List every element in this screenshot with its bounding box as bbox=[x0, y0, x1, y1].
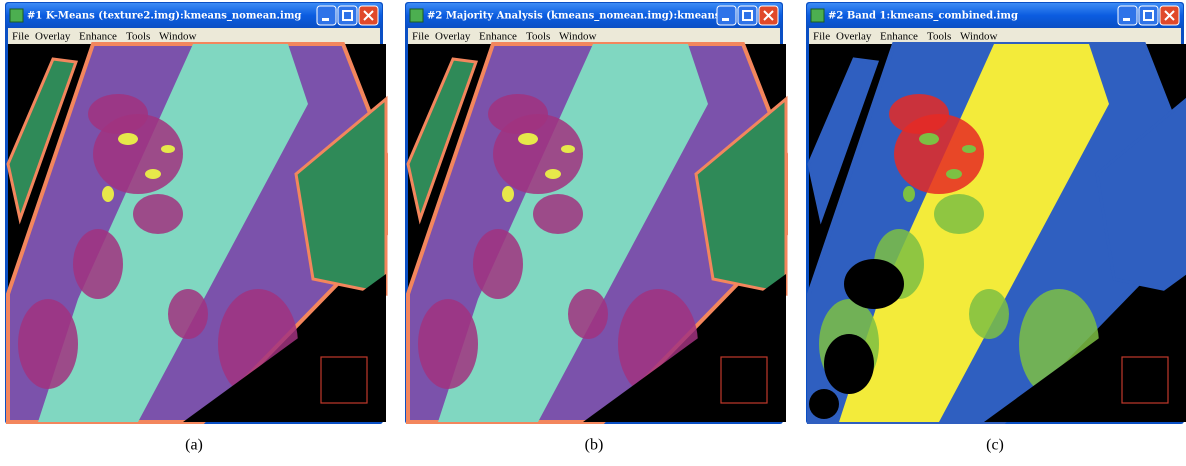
menu-item[interactable]: Enhance bbox=[479, 31, 517, 43]
window-title: #2 Majority Analysis (kmeans_nomean.img)… bbox=[427, 11, 731, 22]
window: #2 Majority Analysis (kmeans_nomean.img)… bbox=[405, 2, 786, 454]
class-spot bbox=[962, 145, 976, 153]
class-patch bbox=[533, 194, 583, 234]
minimize-button[interactable] bbox=[317, 6, 336, 25]
menu-item[interactable]: Window bbox=[559, 31, 596, 43]
app-icon bbox=[811, 9, 824, 22]
maximize-button[interactable] bbox=[338, 6, 357, 25]
class-patch bbox=[969, 289, 1009, 339]
class-spot bbox=[161, 145, 175, 153]
class-patch bbox=[934, 194, 984, 234]
caption: (b) bbox=[585, 437, 604, 454]
menu-item[interactable]: Overlay bbox=[35, 31, 71, 43]
minimize-glyph bbox=[1123, 18, 1130, 21]
menu-item[interactable]: Enhance bbox=[79, 31, 117, 43]
menu-item[interactable]: Overlay bbox=[836, 31, 872, 43]
class-spot bbox=[518, 133, 538, 145]
menu-item[interactable]: File bbox=[813, 31, 830, 43]
minimize-button[interactable] bbox=[717, 6, 736, 25]
app-icon bbox=[10, 9, 23, 22]
class-patch bbox=[168, 289, 208, 339]
minimize-glyph bbox=[722, 18, 729, 21]
class-hole bbox=[844, 259, 904, 309]
maximize-button[interactable] bbox=[738, 6, 757, 25]
menu-item[interactable]: Window bbox=[159, 31, 196, 43]
app-icon bbox=[410, 9, 423, 22]
window: #2 Band 1:kmeans_combined.img File Overlay… bbox=[806, 2, 1186, 454]
class-hole bbox=[809, 389, 839, 419]
caption: (a) bbox=[185, 437, 203, 454]
class-patch bbox=[568, 289, 608, 339]
class-spot bbox=[502, 186, 514, 202]
menu-item[interactable]: Overlay bbox=[435, 31, 471, 43]
class-spot bbox=[561, 145, 575, 153]
class-patch bbox=[88, 94, 148, 134]
class-spot bbox=[946, 169, 962, 179]
class-spot bbox=[919, 133, 939, 145]
class-hole bbox=[824, 334, 874, 394]
window: #1 K-Means (texture2.img):kmeans_nomean.… bbox=[5, 2, 386, 454]
window-title: #1 K-Means (texture2.img):kmeans_nomean.… bbox=[27, 11, 301, 22]
minimize-button[interactable] bbox=[1118, 6, 1137, 25]
class-patch bbox=[73, 229, 123, 299]
class-patch bbox=[488, 94, 548, 134]
caption: (c) bbox=[986, 437, 1004, 454]
class-patch bbox=[418, 299, 478, 389]
class-spot bbox=[145, 169, 161, 179]
menu-item[interactable]: Tools bbox=[927, 31, 951, 43]
class-patch bbox=[133, 194, 183, 234]
menu-item[interactable]: Enhance bbox=[880, 31, 918, 43]
menu-item[interactable]: Tools bbox=[526, 31, 550, 43]
menu-item[interactable]: Tools bbox=[126, 31, 150, 43]
class-spot bbox=[903, 186, 915, 202]
menu-item[interactable]: File bbox=[412, 31, 429, 43]
figure: #1 K-Means (texture2.img):kmeans_nomean.… bbox=[0, 0, 1186, 466]
menu-item[interactable]: Window bbox=[960, 31, 997, 43]
minimize-glyph bbox=[322, 18, 329, 21]
class-patch bbox=[889, 94, 949, 134]
window-title: #2 Band 1:kmeans_combined.img bbox=[828, 11, 1018, 22]
class-patch bbox=[18, 299, 78, 389]
class-patch bbox=[473, 229, 523, 299]
class-spot bbox=[545, 169, 561, 179]
class-spot bbox=[118, 133, 138, 145]
class-spot bbox=[102, 186, 114, 202]
maximize-button[interactable] bbox=[1139, 6, 1158, 25]
menu-item[interactable]: File bbox=[12, 31, 29, 43]
